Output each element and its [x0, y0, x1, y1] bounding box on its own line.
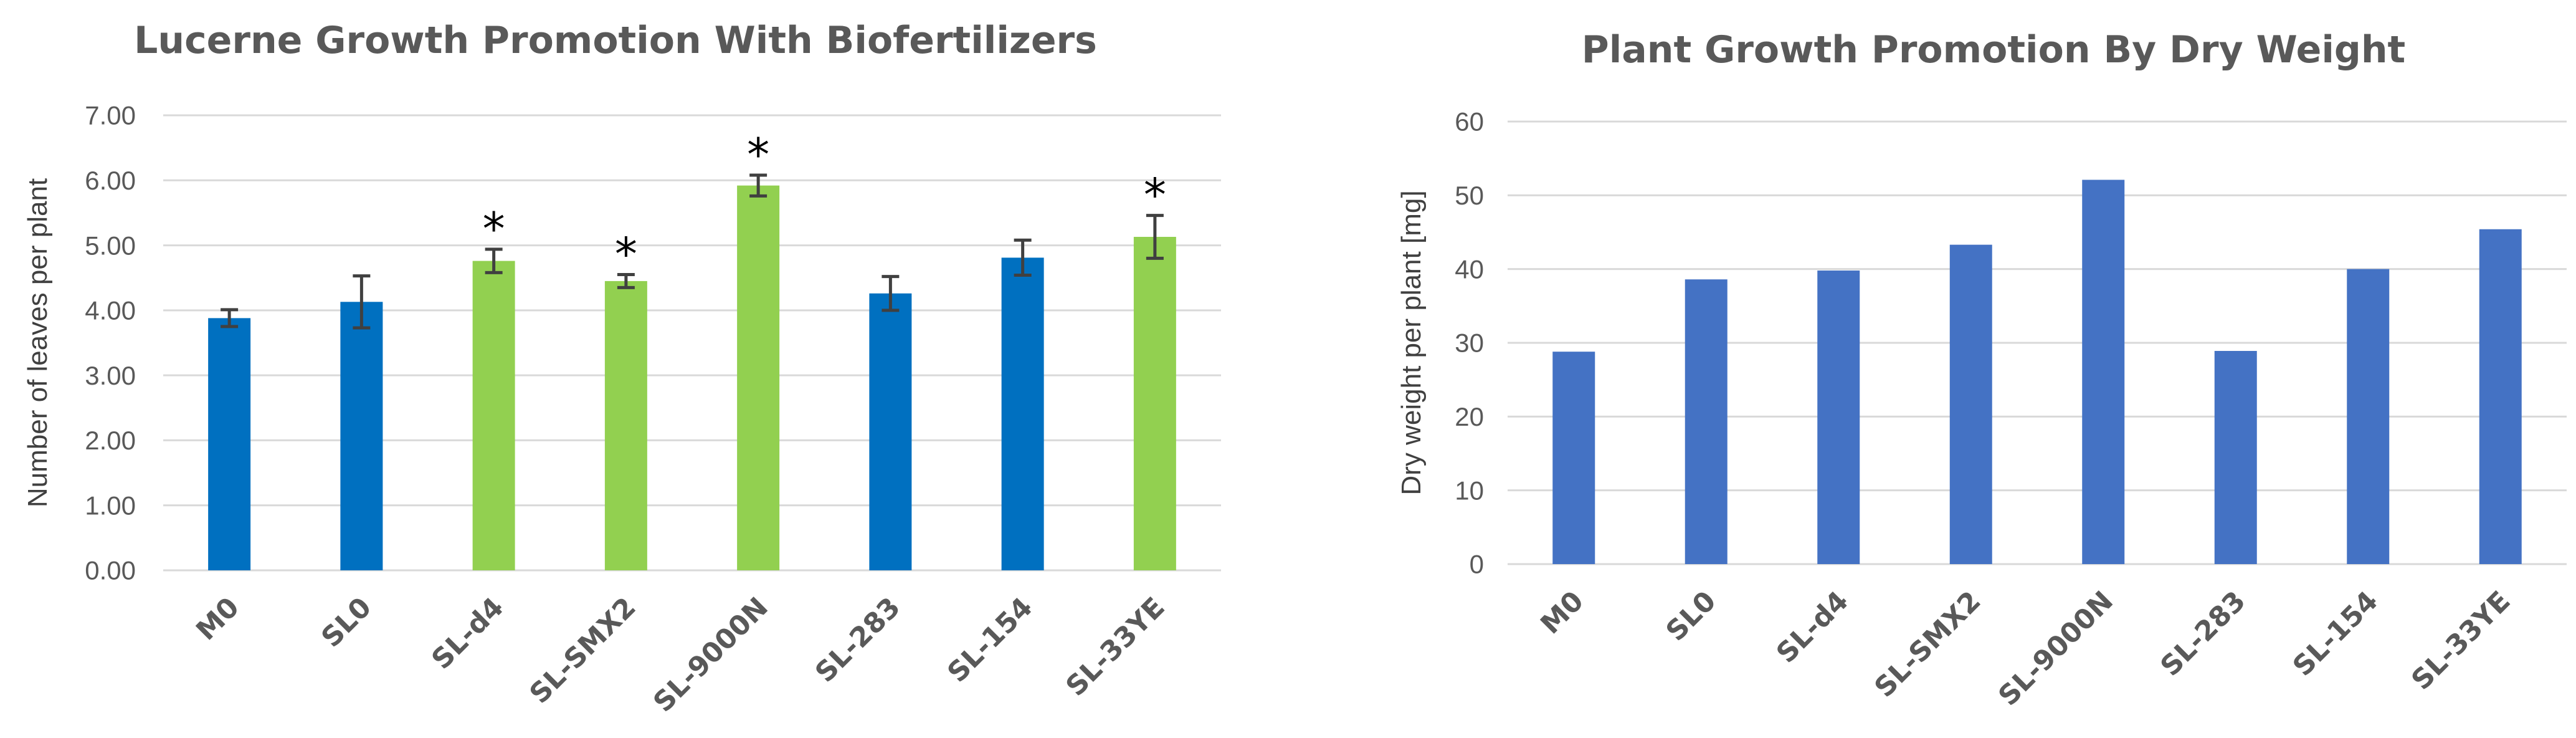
error-bar — [617, 273, 635, 289]
leaves-chart-panel: Lucerne Growth Promotion With Biofertili… — [22, 19, 1221, 719]
bar — [1133, 237, 1176, 570]
y-axis-label: Number of leaves per plant — [22, 178, 53, 507]
bar — [208, 318, 251, 570]
x-category-label: SL0 — [1660, 585, 1723, 648]
x-category-label: SL-SMX2 — [523, 592, 642, 710]
y-tick-label: 7.00 — [85, 101, 136, 130]
x-category-label: SL-9000N — [647, 592, 774, 719]
x-category-label: SL-33YE — [2405, 585, 2516, 696]
x-category-label: SL-33YE — [1060, 592, 1171, 702]
significance-marker: * — [1144, 169, 1166, 221]
x-category-label: SL0 — [315, 592, 378, 654]
y-tick-label: 4.00 — [85, 296, 136, 325]
bar — [1949, 244, 1992, 564]
bar — [2082, 180, 2125, 564]
y-tick-label: 5.00 — [85, 231, 136, 260]
bar — [2479, 229, 2522, 564]
x-category-label: M0 — [1534, 585, 1590, 641]
x-category-label: SL-154 — [941, 592, 1038, 689]
y-tick-label: 30 — [1455, 328, 1484, 358]
y-tick-label: 0 — [1470, 550, 1484, 579]
leaves-chart: Lucerne Growth Promotion With Biofertili… — [22, 19, 1221, 719]
bar — [604, 280, 647, 570]
bar — [1817, 271, 1860, 564]
y-tick-label: 50 — [1455, 181, 1484, 210]
bar — [869, 293, 912, 570]
x-category-label: M0 — [190, 592, 245, 647]
x-category-label: SL-d4 — [1770, 585, 1855, 669]
bar — [737, 185, 780, 571]
error-bar — [485, 247, 503, 274]
significance-marker: * — [483, 203, 505, 255]
x-category-label: SL-154 — [2287, 585, 2384, 683]
error-bar — [221, 308, 239, 328]
y-axis-label: Dry weight per plant [mg] — [1396, 190, 1427, 495]
error-bar — [353, 274, 371, 330]
y-tick-label: 3.00 — [85, 361, 136, 390]
bar — [2347, 269, 2390, 564]
y-tick-label: 10 — [1455, 476, 1484, 505]
bar — [340, 302, 383, 570]
chart-title: Lucerne Growth Promotion With Biofertili… — [134, 19, 1097, 62]
significance-marker: * — [615, 228, 637, 280]
dry-weight-chart: Plant Growth Promotion By Dry Weight Dry … — [1396, 28, 2567, 712]
chart-title: Plant Growth Promotion By Dry Weight — [1582, 28, 2405, 72]
x-category-label: SL-SMX2 — [1868, 585, 1987, 704]
error-bar — [1146, 214, 1164, 260]
x-category-label: SL-d4 — [425, 592, 510, 676]
x-category-label: SL-283 — [2154, 585, 2251, 683]
bar — [1552, 352, 1595, 564]
y-tick-label: 0.00 — [85, 556, 136, 585]
y-tick-label: 2.00 — [85, 426, 136, 455]
error-bar — [882, 275, 900, 312]
significance-marker: * — [747, 128, 769, 181]
error-bar — [749, 173, 768, 198]
error-bar — [1014, 238, 1032, 277]
dry-weight-chart-panel: Plant Growth Promotion By Dry Weight Dry … — [1290, 0, 2576, 738]
x-category-label: SL-9000N — [1992, 585, 2119, 712]
y-tick-label: 20 — [1455, 402, 1484, 431]
y-tick-label: 60 — [1455, 107, 1484, 137]
y-tick-label: 40 — [1455, 254, 1484, 284]
bar — [2214, 351, 2257, 564]
y-tick-label: 1.00 — [85, 491, 136, 520]
y-tick-label: 6.00 — [85, 166, 136, 195]
bar — [1001, 257, 1044, 570]
x-category-label: SL-283 — [809, 592, 906, 689]
bar — [472, 261, 515, 570]
bar — [1685, 279, 1728, 564]
